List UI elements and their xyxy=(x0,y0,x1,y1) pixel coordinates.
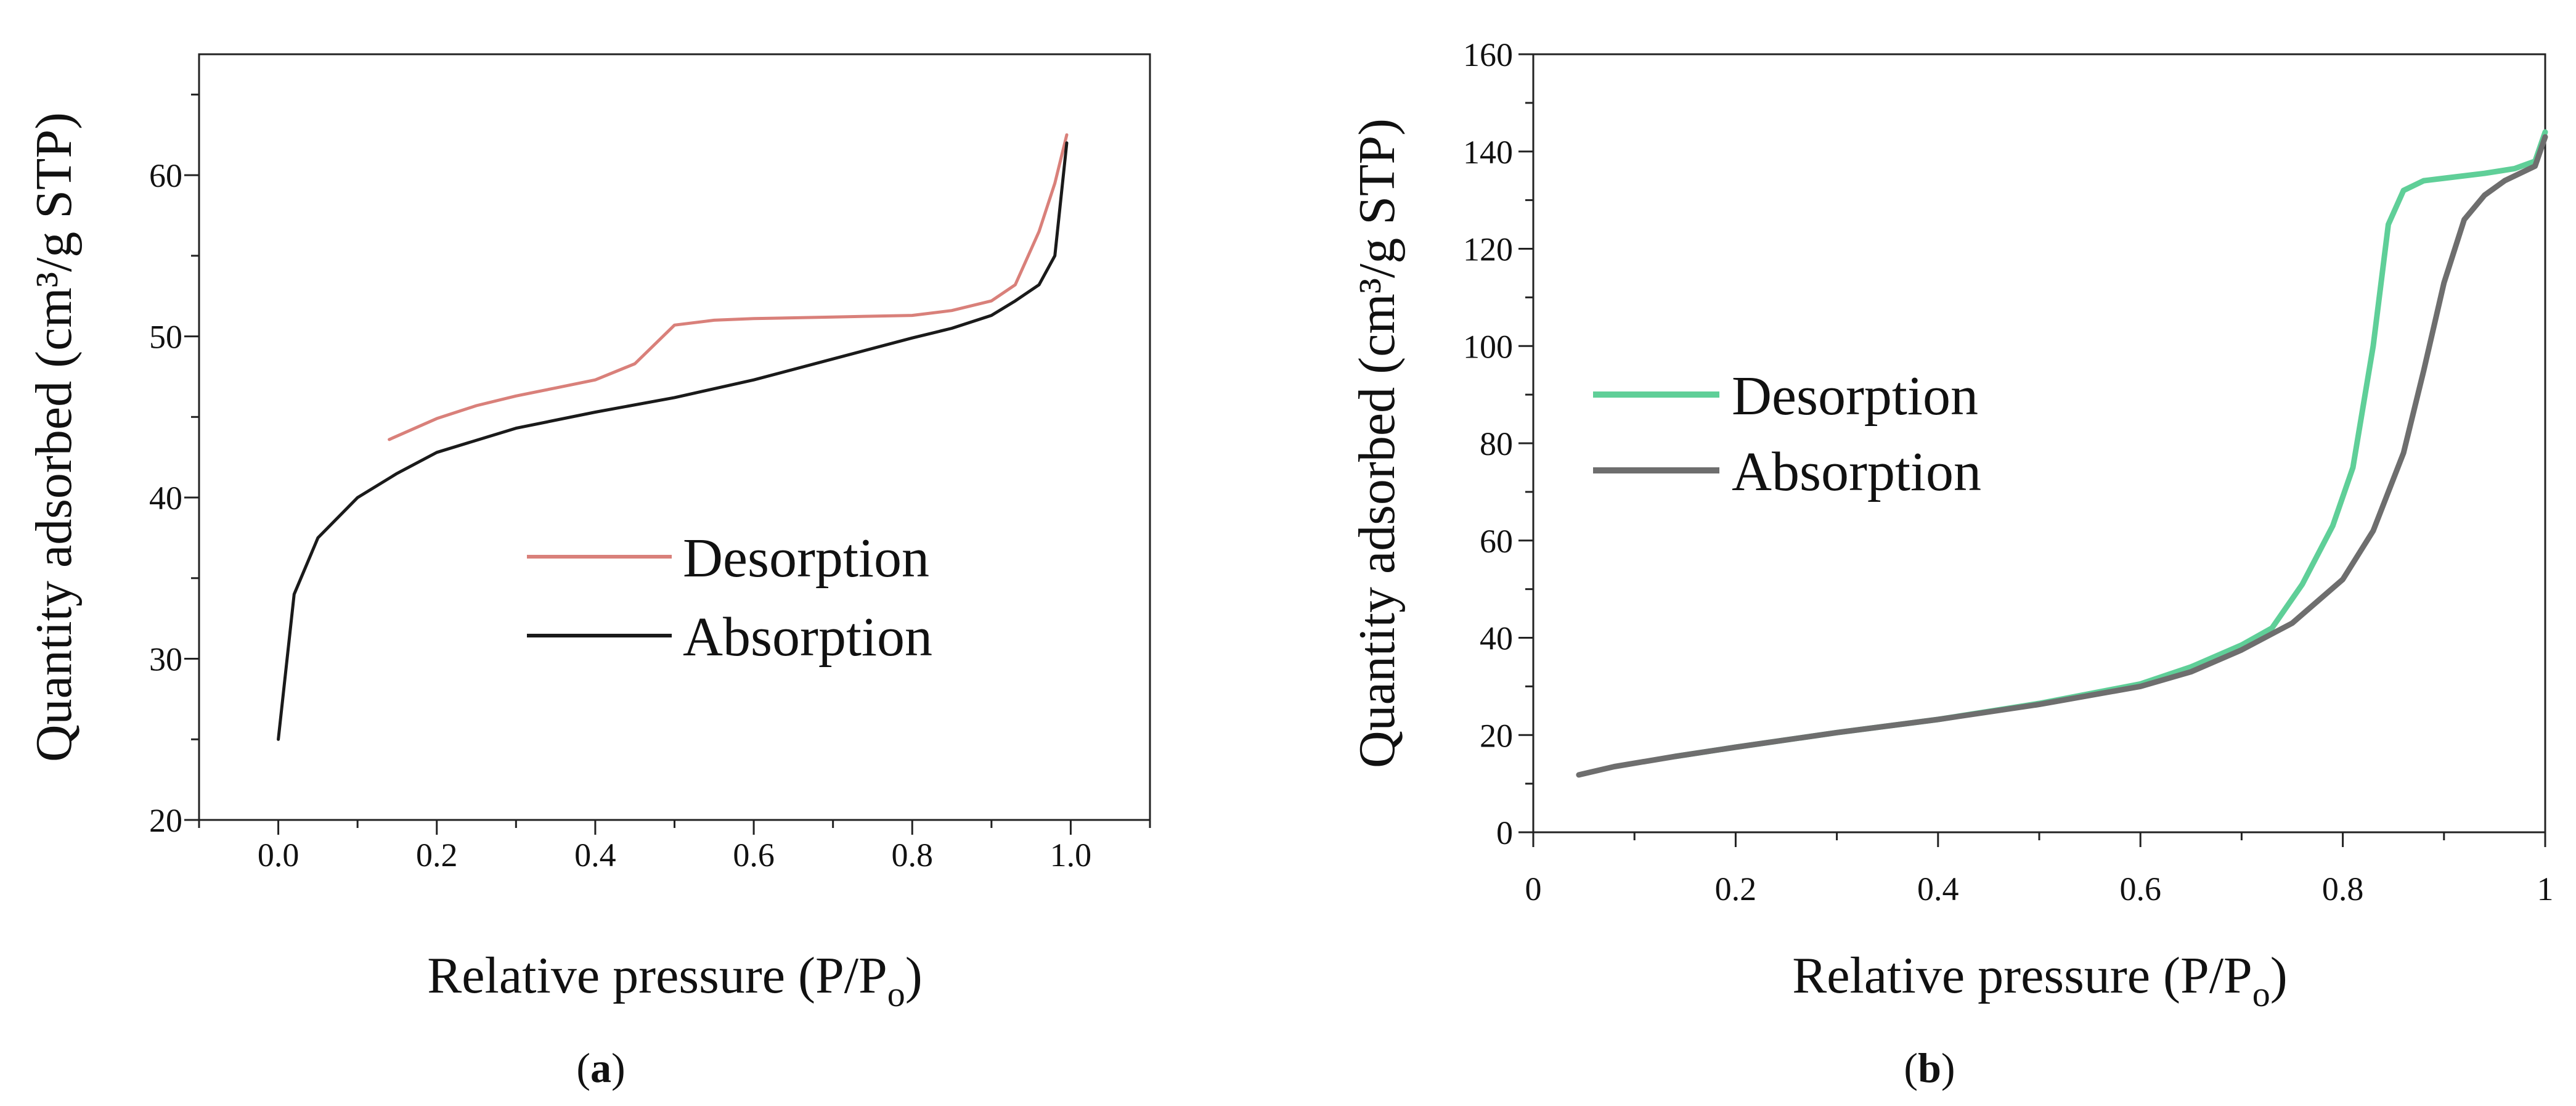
x-axis-label-subscript: o xyxy=(887,974,905,1014)
x-tick-label: 1.0 xyxy=(1050,837,1092,874)
caption-letter: b xyxy=(1918,1044,1941,1091)
y-tick-label: 40 xyxy=(1480,620,1513,657)
plot-frame-a xyxy=(198,53,1151,821)
x-axis-label-main: Relative pressure (P/P xyxy=(427,947,887,1004)
x-axis-label-main: Relative pressure (P/P xyxy=(1792,947,2252,1004)
legend-label-absorption: Absorption xyxy=(1732,441,1981,502)
series-line-desorption xyxy=(388,133,1069,441)
caption-letter: a xyxy=(590,1044,611,1091)
x-tick-label: 0.4 xyxy=(574,837,616,874)
x-tick-label: 0.8 xyxy=(2322,870,2364,907)
caption-open-paren: ( xyxy=(1904,1044,1918,1091)
plot-frame-b xyxy=(1532,53,2546,834)
panel-caption: (a) xyxy=(576,1044,625,1091)
x-tick-label: 0.2 xyxy=(1715,870,1757,907)
x-tick-label: 0.4 xyxy=(1917,870,1959,907)
caption-close-paren: ) xyxy=(1941,1044,1955,1091)
x-tick-label: 0 xyxy=(1525,870,1542,907)
y-tick-label: 20 xyxy=(1480,717,1513,754)
y-tick-label: 50 xyxy=(149,319,182,356)
x-tick-label: 0.0 xyxy=(258,837,300,874)
chart-panel-b: 0 0.2 0.4 0.6 0.8 1 0 20 40 60 80 100 120 140 160 Desor… xyxy=(1348,36,2554,1091)
x-tick-label: 1 xyxy=(2537,870,2554,907)
x-axis-label: Relative pressure (P/Po) xyxy=(1792,947,2288,1014)
y-tick-label: 120 xyxy=(1463,231,1513,268)
y-axis-label: Quantity adsorbed (cm³/g STP) xyxy=(25,112,83,762)
y-tick-label: 20 xyxy=(149,802,182,839)
y-tick-label: 0 xyxy=(1496,814,1513,851)
caption-close-paren: ) xyxy=(611,1044,626,1091)
series-line-absorption xyxy=(1576,134,2548,778)
chart-panel-a: 0.0 0.2 0.4 0.6 0.8 1.0 20 30 40 50 60 Desorption Ab… xyxy=(25,53,1151,1091)
x-tick-label: 0.6 xyxy=(733,837,775,874)
x-tick-label: 0.6 xyxy=(2119,870,2161,907)
x-tick-label: 0.2 xyxy=(416,837,458,874)
x-tick-label: 0.8 xyxy=(892,837,934,874)
legend-label-absorption: Absorption xyxy=(683,607,932,668)
caption-open-paren: ( xyxy=(576,1044,590,1091)
legend-label-desorption: Desorption xyxy=(683,528,929,589)
legend-label-desorption: Desorption xyxy=(1732,366,1978,427)
y-tick-label: 160 xyxy=(1463,36,1513,73)
x-axis-label-tail: ) xyxy=(2270,947,2288,1004)
y-tick-label: 60 xyxy=(1480,523,1513,560)
series-line-absorption xyxy=(277,141,1069,741)
y-tick-label: 140 xyxy=(1463,134,1513,171)
y-tick-label: 100 xyxy=(1463,328,1513,365)
x-axis-label: Relative pressure (P/Po) xyxy=(427,947,923,1014)
y-tick-label: 40 xyxy=(149,480,182,517)
y-tick-label: 60 xyxy=(149,157,182,194)
panel-caption: (b) xyxy=(1904,1044,1955,1091)
x-axis-label-tail: ) xyxy=(905,947,923,1004)
x-axis-label-subscript: o xyxy=(2252,974,2270,1014)
y-tick-label: 30 xyxy=(149,641,182,678)
y-axis-label: Quantity adsorbed (cm³/g STP) xyxy=(1348,118,1406,768)
y-tick-label: 80 xyxy=(1480,425,1513,462)
